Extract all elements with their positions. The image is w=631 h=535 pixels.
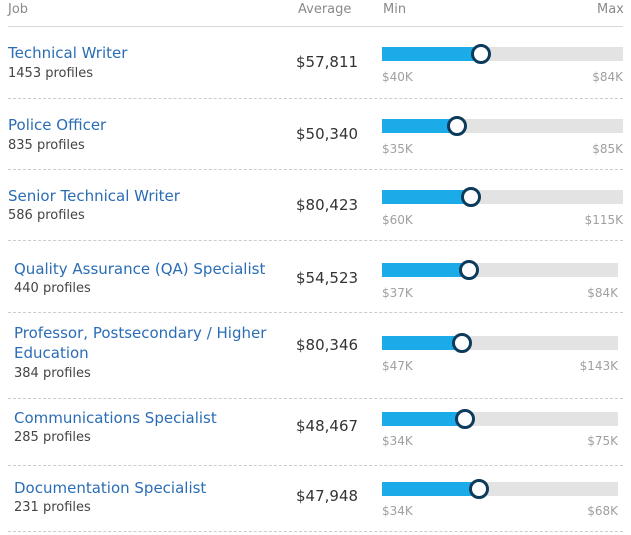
salary-range-fill (382, 482, 479, 496)
min-salary: $60K (382, 213, 413, 227)
max-salary: $115K (584, 213, 623, 227)
table-row: Quality Assurance (QA) Specialist 440 pr… (0, 241, 631, 313)
min-salary: $34K (382, 434, 413, 448)
job-title-link[interactable]: Police Officer (8, 116, 107, 134)
average-marker (446, 116, 467, 136)
average-marker (468, 479, 489, 499)
max-column-header: Max (597, 2, 624, 17)
row-divider (8, 169, 623, 170)
average-salary: $47,948 (296, 487, 359, 505)
job-title-line[interactable]: Professor, Postsecondary / Higher (14, 324, 267, 342)
min-column-header: Min (383, 2, 407, 17)
table-row: Technical Writer 1453 profiles $57,811 $… (0, 27, 631, 99)
max-salary: $68K (587, 504, 618, 518)
salary-range-bar (382, 187, 623, 207)
profile-count: 586 profiles (8, 208, 85, 223)
average-salary: $54,523 (296, 269, 359, 287)
row-divider (8, 98, 623, 99)
job-title-link[interactable]: Communications Specialist (14, 409, 217, 427)
salary-range-fill (382, 119, 457, 133)
max-salary: $84K (592, 70, 623, 84)
average-marker (459, 260, 480, 280)
table-row: Senior Technical Writer 586 profiles $80… (0, 170, 631, 241)
min-salary: $35K (382, 142, 413, 156)
max-salary: $143K (579, 359, 618, 373)
average-marker (461, 187, 482, 207)
job-title-link[interactable]: Documentation Specialist (14, 479, 207, 497)
salary-range-fill (382, 412, 465, 426)
average-column-header: Average (298, 2, 352, 17)
average-salary: $50,340 (296, 125, 359, 143)
row-divider (8, 465, 623, 466)
min-salary: $47K (382, 359, 413, 373)
min-salary: $40K (382, 70, 413, 84)
average-marker (470, 44, 491, 64)
salary-range-bar (382, 44, 623, 64)
min-salary: $37K (382, 286, 413, 300)
job-title-line[interactable]: Education (14, 344, 89, 362)
profile-count: 384 profiles (14, 366, 91, 381)
average-marker (454, 409, 475, 429)
salary-range-fill (382, 336, 463, 350)
salary-range-bar (382, 333, 618, 353)
max-salary: $84K (587, 286, 618, 300)
salary-range-fill (382, 263, 470, 277)
profile-count: 231 profiles (14, 500, 91, 515)
row-divider (8, 531, 623, 532)
table-row: Professor, Postsecondary / Higher Educat… (0, 313, 631, 399)
job-title-link[interactable]: Quality Assurance (QA) Specialist (14, 260, 266, 278)
average-marker (452, 333, 473, 353)
row-divider (8, 240, 623, 241)
row-divider (8, 398, 623, 399)
header-divider (8, 26, 623, 27)
salary-range-bar (382, 116, 623, 136)
average-salary: $48,467 (296, 417, 359, 435)
job-column-header: Job (8, 2, 29, 17)
average-salary: $80,423 (296, 196, 359, 214)
table-header: Job Average Min Max (0, 0, 631, 27)
job-title-link[interactable]: Technical Writer (8, 44, 128, 62)
min-salary: $34K (382, 504, 413, 518)
average-salary: $57,811 (296, 53, 359, 71)
profile-count: 440 profiles (14, 281, 91, 296)
average-salary: $80,346 (296, 336, 359, 354)
table-row: Communications Specialist 285 profiles $… (0, 399, 631, 466)
salary-range-fill (382, 47, 481, 61)
salary-range-bar (382, 409, 618, 429)
salary-range-fill (382, 190, 472, 204)
table-row: Documentation Specialist 231 profiles $4… (0, 466, 631, 532)
salary-range-bar (382, 260, 618, 280)
row-divider (8, 312, 623, 313)
max-salary: $85K (592, 142, 623, 156)
profile-count: 1453 profiles (8, 66, 94, 81)
table-row: Police Officer 835 profiles $50,340 $35K… (0, 99, 631, 170)
salary-range-bar (382, 479, 618, 499)
job-title-link[interactable]: Senior Technical Writer (8, 187, 180, 205)
profile-count: 285 profiles (14, 430, 91, 445)
profile-count: 835 profiles (8, 138, 85, 153)
max-salary: $75K (587, 434, 618, 448)
